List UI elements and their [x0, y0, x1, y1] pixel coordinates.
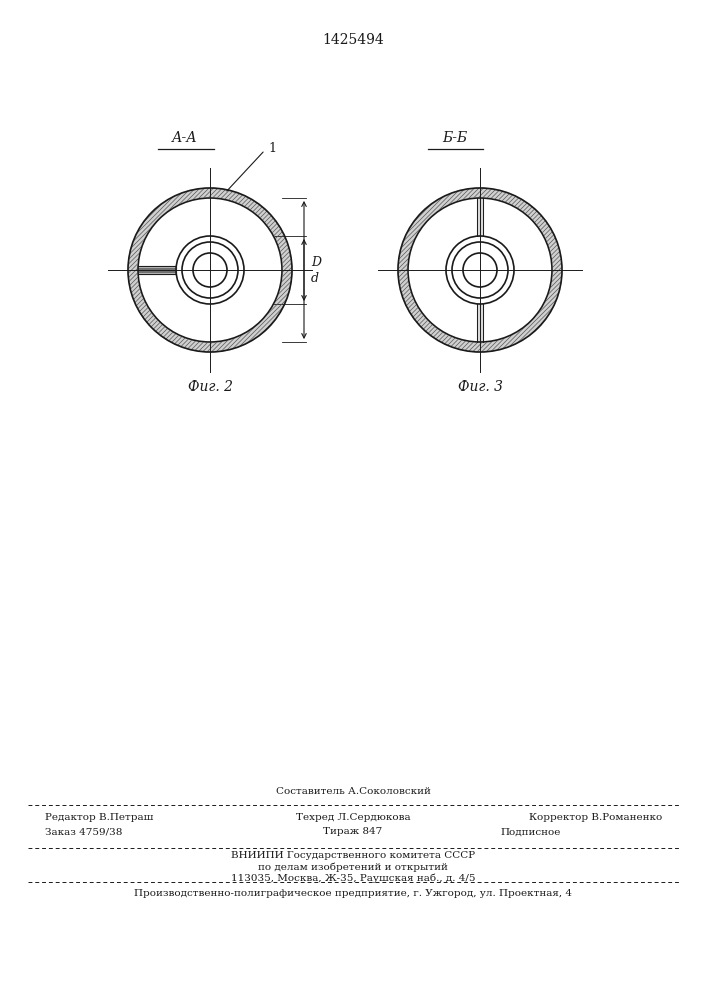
- Circle shape: [128, 188, 292, 352]
- Text: 1425494: 1425494: [322, 33, 384, 47]
- Text: Техред Л.Сердюкова: Техред Л.Сердюкова: [296, 812, 410, 822]
- Text: А-А: А-А: [172, 131, 198, 145]
- Circle shape: [138, 198, 282, 342]
- Circle shape: [398, 188, 562, 352]
- Bar: [477, 304, 483, 342]
- Text: по делам изобретений и открытий: по делам изобретений и открытий: [258, 862, 448, 872]
- Text: Составитель А.Соколовский: Составитель А.Соколовский: [276, 788, 431, 796]
- Text: Заказ 4759/38: Заказ 4759/38: [45, 828, 122, 836]
- Text: 3: 3: [218, 316, 226, 328]
- Circle shape: [408, 198, 552, 342]
- Circle shape: [193, 253, 227, 287]
- Circle shape: [463, 253, 497, 287]
- Text: Корректор В.Романенко: Корректор В.Романенко: [529, 812, 662, 822]
- Text: 1: 1: [268, 141, 276, 154]
- Text: Тираж 847: Тираж 847: [323, 828, 382, 836]
- Text: Фиг. 2: Фиг. 2: [187, 380, 233, 394]
- Text: 3: 3: [150, 273, 158, 286]
- Text: Редактор В.Петраш: Редактор В.Петраш: [45, 812, 153, 822]
- Circle shape: [408, 198, 552, 342]
- Text: 7: 7: [490, 316, 498, 330]
- Text: D: D: [311, 255, 321, 268]
- Text: 2: 2: [220, 241, 228, 254]
- Text: Фиг. 3: Фиг. 3: [457, 380, 503, 394]
- Text: d: d: [311, 271, 319, 284]
- Text: ВНИИПИ Государственного комитета СССР: ВНИИПИ Государственного комитета СССР: [231, 852, 475, 860]
- Text: Производственно-полиграфическое предприятие, г. Ужгород, ул. Проектная, 4: Производственно-полиграфическое предприя…: [134, 888, 572, 898]
- Text: 7: 7: [490, 211, 498, 224]
- Text: 113035, Москва, Ж-35, Раушская наб., д. 4/5: 113035, Москва, Ж-35, Раушская наб., д. …: [230, 873, 475, 883]
- Text: Подписное: Подписное: [500, 828, 561, 836]
- Text: Б-Б: Б-Б: [443, 131, 467, 145]
- Bar: [477, 198, 483, 236]
- Circle shape: [138, 198, 282, 342]
- Bar: [138, 266, 176, 274]
